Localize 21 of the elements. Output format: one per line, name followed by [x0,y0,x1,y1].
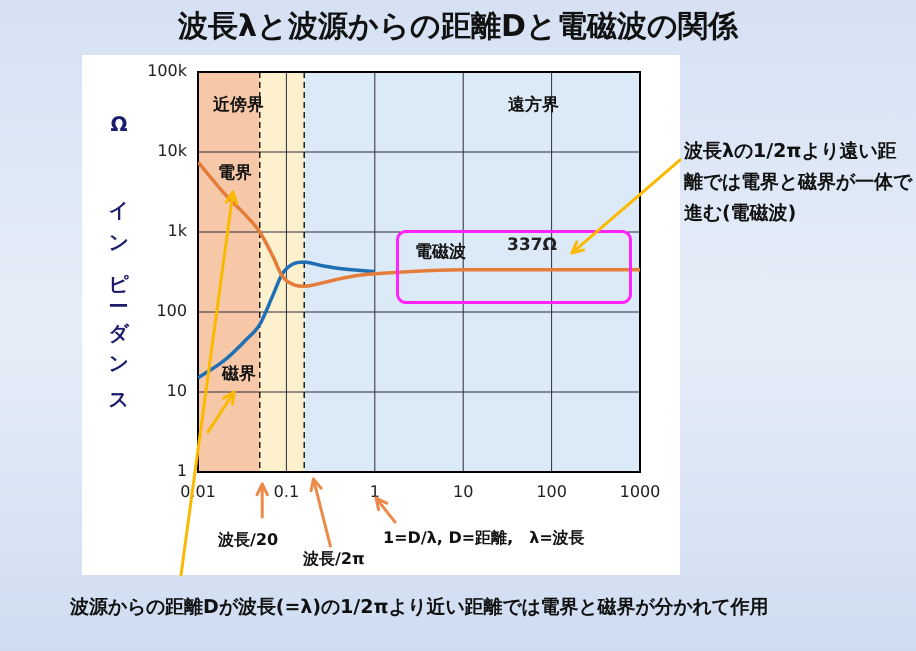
y-tick-label: 100k [147,61,188,80]
annotation: 近傍界 [213,94,265,116]
y-tick-label: 1 [176,461,187,480]
x-tick-label: 0.1 [274,482,300,501]
x-tick-label: 1000 [620,482,660,501]
y-tick-label: 10k [157,141,188,160]
text: 1=D/λ, D=距離, λ=波長 [383,528,586,549]
y-axis-title: Ω インピーダンス [106,112,132,415]
text: 波源からの距離Dが波長(=λ)の1/2πより近い距離では電界と磁界が分かれて作用 [70,596,770,618]
annotation: 磁界 [222,363,257,385]
x-tick-label: 1 [370,482,380,501]
annotation: 電界 [218,162,253,184]
x-tick-label: 10 [453,482,474,501]
text: 波長λの1/2πより遠い距離では電界と磁界が一体で進む(電磁波) [684,139,912,226]
chart-title: 波長λと波源からの距離Dと電磁波の関係 [176,8,740,46]
y-tick-label: 1k [168,221,188,240]
text: 波長/2π [303,549,366,570]
y-tick-label: 100 [156,301,187,320]
text: 波長/20 [218,530,278,549]
y-tick-label: 10 [166,381,187,400]
x-tick-label: 100 [536,482,567,501]
